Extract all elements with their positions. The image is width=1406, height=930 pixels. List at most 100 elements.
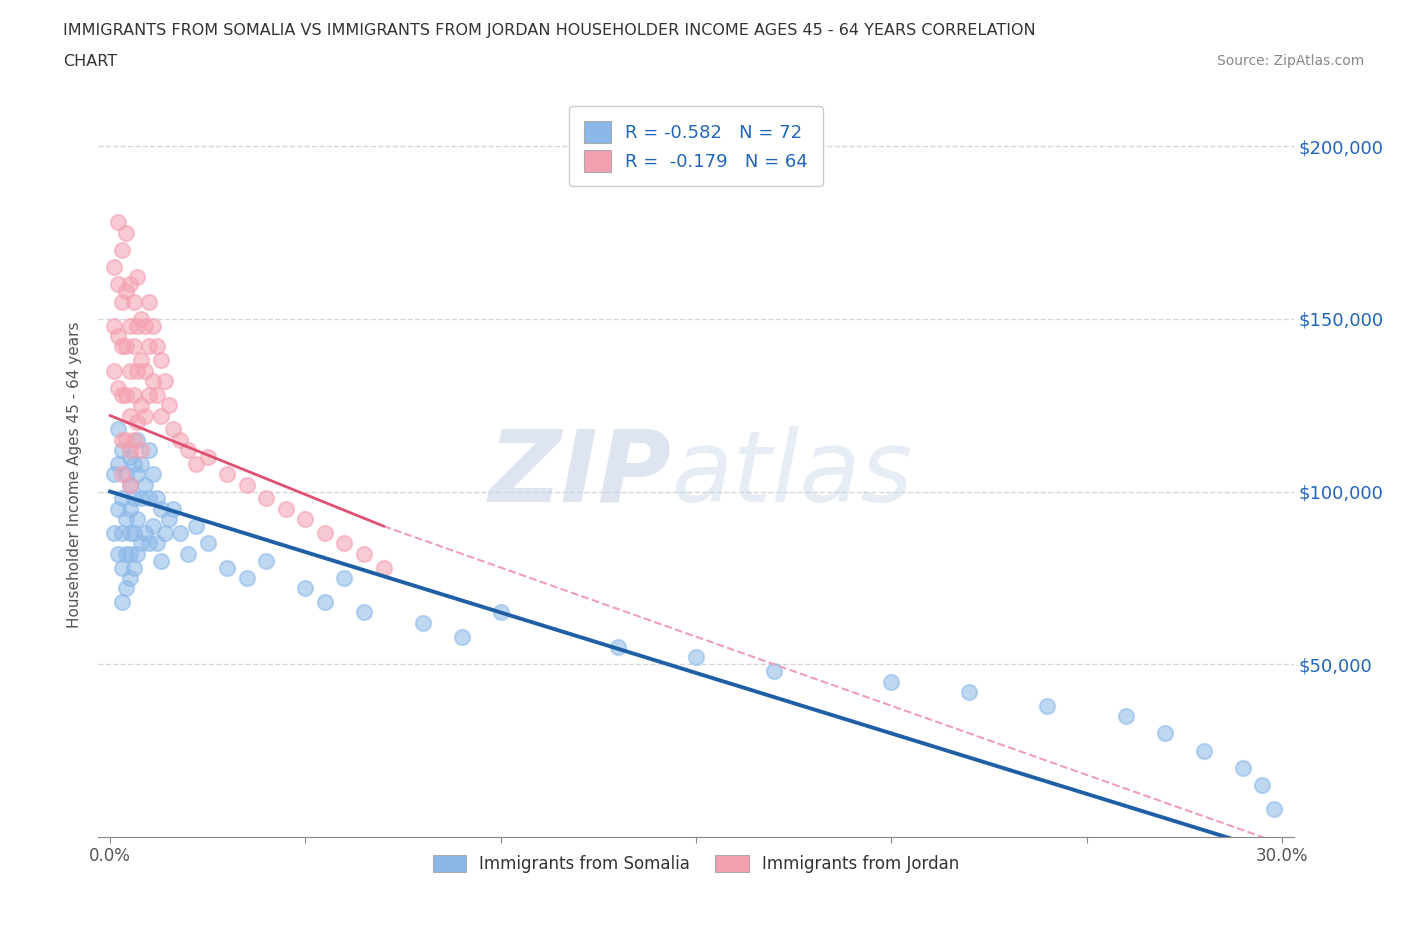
Text: atlas: atlas [672, 426, 914, 523]
Point [333, 570, 356, 585]
Point [131, 491, 153, 506]
Point [138, 443, 160, 458]
Y-axis label: Householder Income Ages 45 - 64 years: Householder Income Ages 45 - 64 years [67, 321, 83, 628]
Point [107, 380, 129, 395]
Point [122, 457, 145, 472]
Point [107, 328, 129, 343]
Point [114, 432, 136, 447]
Point [177, 546, 200, 561]
Point [134, 477, 156, 492]
Point [169, 432, 191, 447]
Point [138, 339, 160, 354]
Point [254, 553, 277, 568]
Point [197, 536, 219, 551]
Point [134, 408, 156, 423]
Point [184, 457, 207, 472]
Point [111, 294, 134, 309]
Point [127, 415, 149, 430]
Point [1263, 802, 1285, 817]
Point [153, 374, 176, 389]
Point [131, 312, 153, 326]
Point [118, 525, 141, 540]
Point [127, 467, 149, 482]
Point [114, 581, 136, 596]
Point [294, 581, 316, 596]
Point [127, 512, 149, 526]
Point [114, 546, 136, 561]
Point [127, 270, 149, 285]
Point [127, 432, 149, 447]
Point [111, 560, 134, 575]
Point [103, 259, 125, 274]
Point [197, 449, 219, 464]
Point [114, 512, 136, 526]
Point [138, 294, 160, 309]
Point [118, 477, 141, 492]
Point [107, 422, 129, 437]
Point [162, 422, 184, 437]
Point [489, 605, 512, 620]
Point [450, 630, 472, 644]
Point [131, 443, 153, 458]
Point [107, 457, 129, 472]
Point [146, 388, 169, 403]
Point [122, 560, 145, 575]
Point [131, 398, 153, 413]
Point [149, 553, 172, 568]
Point [107, 501, 129, 516]
Point [146, 491, 169, 506]
Point [118, 570, 141, 585]
Point [114, 339, 136, 354]
Point [118, 501, 141, 516]
Point [157, 512, 180, 526]
Point [254, 491, 277, 506]
Point [412, 616, 434, 631]
Point [122, 432, 145, 447]
Point [122, 294, 145, 309]
Point [111, 467, 134, 482]
Point [122, 388, 145, 403]
Point [1192, 743, 1215, 758]
Point [103, 525, 125, 540]
Point [153, 525, 176, 540]
Point [217, 467, 239, 482]
Point [1036, 698, 1059, 713]
Point [146, 536, 169, 551]
Point [107, 277, 129, 292]
Point [157, 398, 180, 413]
Point [142, 318, 165, 333]
Point [127, 318, 149, 333]
Point [162, 501, 184, 516]
Point [880, 674, 903, 689]
Point [118, 364, 141, 379]
Point [122, 339, 145, 354]
Point [177, 443, 200, 458]
Point [134, 525, 156, 540]
Point [146, 339, 169, 354]
Point [114, 467, 136, 482]
Point [118, 546, 141, 561]
Point [114, 225, 136, 240]
Point [103, 364, 125, 379]
Point [103, 467, 125, 482]
Point [118, 443, 141, 458]
Point [138, 388, 160, 403]
Point [353, 605, 375, 620]
Point [274, 501, 297, 516]
Point [142, 519, 165, 534]
Point [131, 536, 153, 551]
Text: ZIP: ZIP [489, 426, 672, 523]
Point [149, 352, 172, 367]
Point [294, 512, 316, 526]
Text: Source: ZipAtlas.com: Source: ZipAtlas.com [1216, 54, 1364, 68]
Point [134, 318, 156, 333]
Point [763, 664, 786, 679]
Point [118, 449, 141, 464]
Point [118, 277, 141, 292]
Point [118, 318, 141, 333]
Point [353, 546, 375, 561]
Legend: Immigrants from Somalia, Immigrants from Jordan: Immigrants from Somalia, Immigrants from… [426, 848, 966, 880]
Point [1115, 709, 1137, 724]
Point [127, 546, 149, 561]
Point [118, 408, 141, 423]
